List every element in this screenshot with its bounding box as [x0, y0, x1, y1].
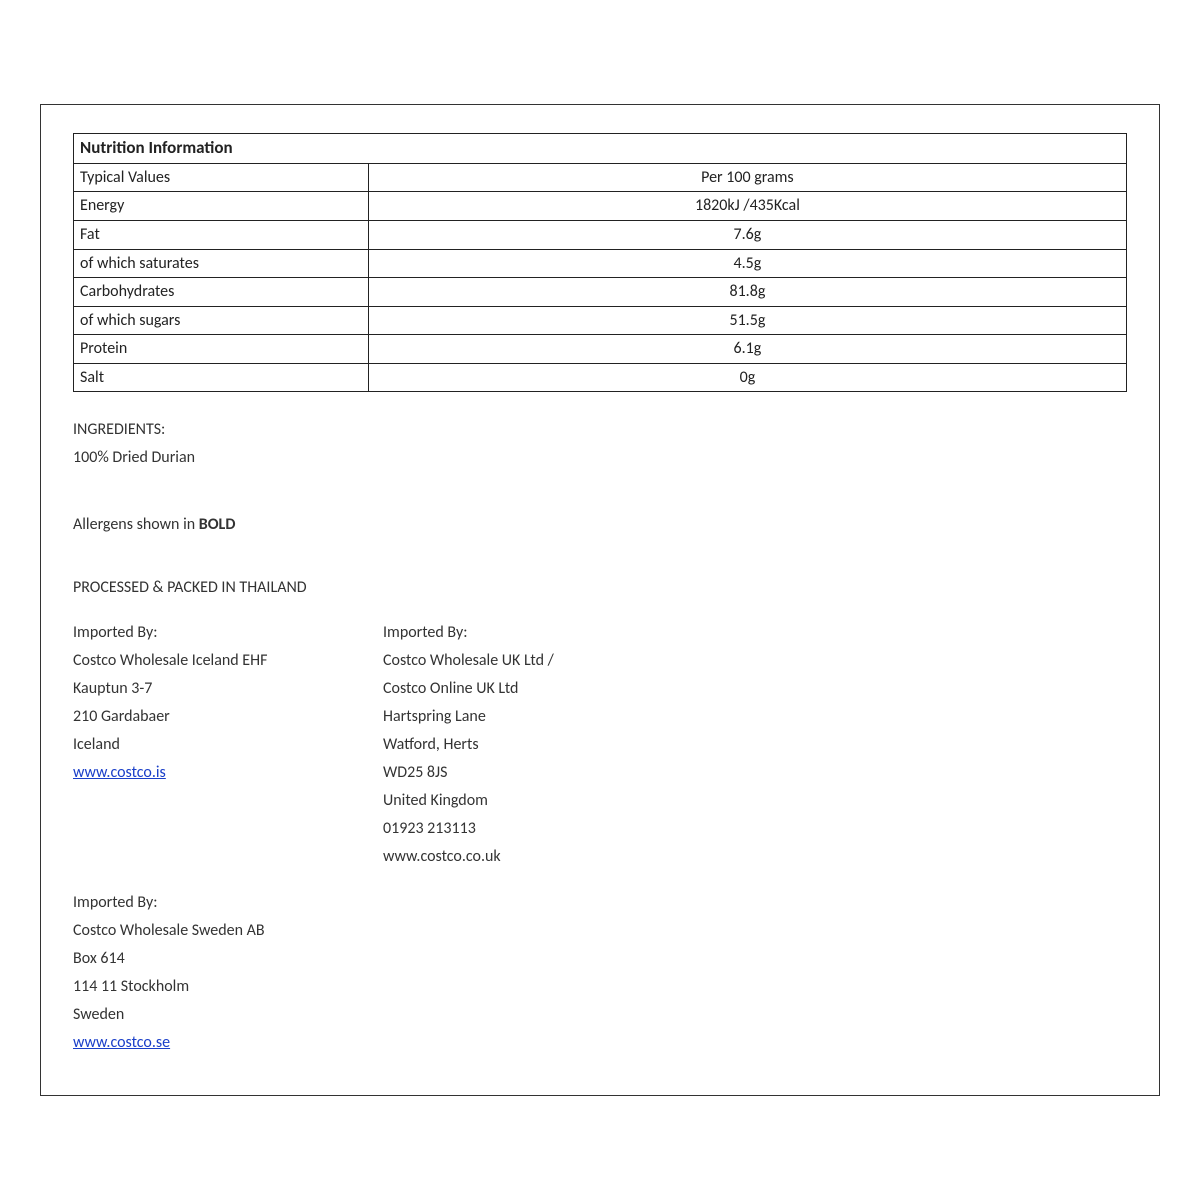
importer-line: Iceland: [73, 731, 323, 759]
importer-line: Costco Wholesale Sweden AB: [73, 917, 1127, 945]
table-row: Salt0g: [74, 363, 1127, 392]
ingredients-body: 100% Dried Durian: [73, 444, 1127, 471]
nutrient-value: 4.5g: [368, 249, 1126, 278]
importer-heading: Imported By:: [73, 619, 323, 647]
importer-col-2: Imported By: Costco Wholesale UK Ltd /Co…: [383, 619, 633, 871]
processed-line: PROCESSED & PACKED IN THAILAND: [73, 574, 1127, 601]
importer-line: Box 614: [73, 945, 1127, 973]
nutrient-label: of which sugars: [74, 306, 369, 335]
importer-line: 01923 213113: [383, 815, 633, 843]
nutrient-label: Typical Values: [74, 163, 369, 192]
ingredients-heading: INGREDIENTS:: [73, 416, 1127, 443]
table-row: Typical ValuesPer 100 grams: [74, 163, 1127, 192]
importer-heading: Imported By:: [383, 619, 633, 647]
importer-link[interactable]: www.costco.is: [73, 763, 166, 782]
nutrition-sheet: Nutrition Information Typical ValuesPer …: [40, 104, 1160, 1096]
table-row: Energy1820kJ /435Kcal: [74, 192, 1127, 221]
importer-heading: Imported By:: [73, 889, 1127, 917]
nutrition-table: Nutrition Information Typical ValuesPer …: [73, 133, 1127, 393]
nutrient-value: 0g: [368, 363, 1126, 392]
importer-line: United Kingdom: [383, 787, 633, 815]
table-row: Fat7.6g: [74, 220, 1127, 249]
importer-link[interactable]: www.costco.se: [73, 1033, 170, 1052]
nutrient-value: 51.5g: [368, 306, 1126, 335]
nutrient-value: 6.1g: [368, 335, 1126, 364]
importer-columns: Imported By: Costco Wholesale Iceland EH…: [73, 619, 1127, 871]
importer-line: Sweden: [73, 1001, 1127, 1029]
importer-line: 210 Gardabaer: [73, 703, 323, 731]
importer-line: WD25 8JS: [383, 759, 633, 787]
table-title: Nutrition Information: [74, 133, 1127, 163]
details-section: INGREDIENTS: 100% Dried Durian Allergens…: [73, 416, 1127, 1057]
importer-col-3: Imported By: Costco Wholesale Sweden ABB…: [73, 889, 1127, 1057]
importer-line: 114 11 Stockholm: [73, 973, 1127, 1001]
nutrient-label: Energy: [74, 192, 369, 221]
importer-line: Hartspring Lane: [383, 703, 633, 731]
nutrient-label: Salt: [74, 363, 369, 392]
nutrient-label: of which saturates: [74, 249, 369, 278]
allergens-line: Allergens shown in BOLD: [73, 511, 1127, 538]
importer-line: Watford, Herts: [383, 731, 633, 759]
nutrient-value: 7.6g: [368, 220, 1126, 249]
nutrient-label: Carbohydrates: [74, 278, 369, 307]
allergens-prefix: Allergens shown in: [73, 515, 199, 534]
nutrient-label: Protein: [74, 335, 369, 364]
allergens-bold: BOLD: [199, 515, 236, 534]
importer-line: Costco Wholesale UK Ltd /: [383, 647, 633, 675]
importer-line: Costco Wholesale Iceland EHF: [73, 647, 323, 675]
nutrient-value: Per 100 grams: [368, 163, 1126, 192]
importer-line: Kauptun 3-7: [73, 675, 323, 703]
importer-line: Costco Online UK Ltd: [383, 675, 633, 703]
table-row: of which sugars51.5g: [74, 306, 1127, 335]
nutrient-value: 1820kJ /435Kcal: [368, 192, 1126, 221]
table-header-row: Nutrition Information: [74, 133, 1127, 163]
importer-col-1: Imported By: Costco Wholesale Iceland EH…: [73, 619, 323, 871]
table-row: Protein6.1g: [74, 335, 1127, 364]
importer-line: www.costco.co.uk: [383, 843, 633, 871]
table-row: of which saturates4.5g: [74, 249, 1127, 278]
nutrient-label: Fat: [74, 220, 369, 249]
nutrient-value: 81.8g: [368, 278, 1126, 307]
table-row: Carbohydrates81.8g: [74, 278, 1127, 307]
